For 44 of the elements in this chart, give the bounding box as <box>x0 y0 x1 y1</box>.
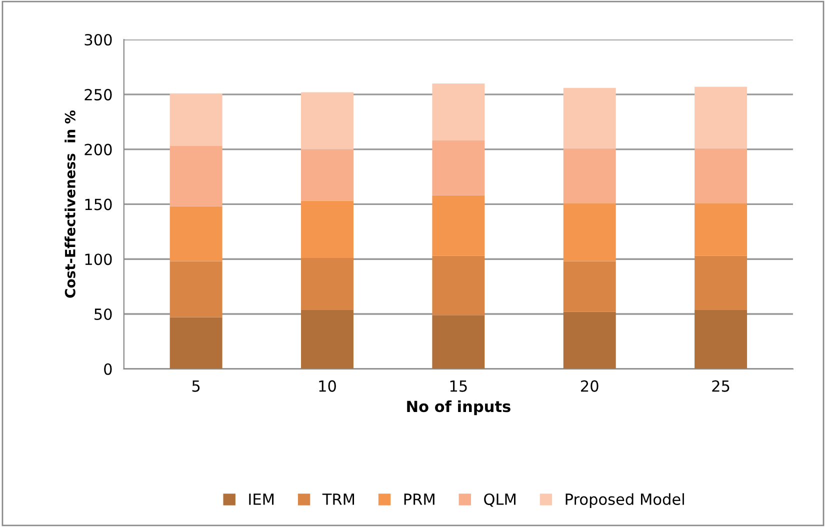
bar <box>432 195 485 256</box>
y-tick-label: 200 <box>84 144 112 156</box>
bar <box>301 258 354 310</box>
bar <box>563 203 616 262</box>
bar <box>170 261 222 318</box>
bar <box>432 140 485 196</box>
x-tick-label: 25 <box>712 380 730 392</box>
x-tick-label: 15 <box>450 380 467 392</box>
bar <box>694 310 748 369</box>
y-axis-title: Cost-Effectiveness in % <box>64 110 76 298</box>
x-axis-title: No of inputs <box>407 400 510 416</box>
x-tick-label: 20 <box>581 380 598 392</box>
bar <box>301 92 354 150</box>
bar <box>301 200 354 258</box>
bar <box>694 256 748 310</box>
y-tick-label: 300 <box>84 34 112 46</box>
bar <box>694 86 748 148</box>
bar <box>432 315 485 369</box>
y-tick-label: 0 <box>104 363 112 375</box>
bar <box>694 148 748 204</box>
bar <box>301 310 354 369</box>
legend-label: IEM <box>249 494 274 505</box>
x-tick-label: 5 <box>192 380 200 392</box>
y-tick-label: 250 <box>84 88 112 100</box>
legend-label: Proposed Model <box>566 493 684 508</box>
bar <box>170 146 222 206</box>
y-tick-label: 100 <box>85 254 112 266</box>
y-tick-label: 150 <box>85 198 112 210</box>
bar <box>432 256 485 316</box>
bar <box>301 149 354 201</box>
bar <box>563 261 616 312</box>
bar <box>170 93 222 146</box>
bar <box>694 203 748 256</box>
legend-label: PRM <box>404 494 434 505</box>
bar <box>563 312 616 369</box>
bar <box>170 206 222 262</box>
bar <box>563 88 616 148</box>
bar <box>170 317 222 369</box>
bar <box>563 148 616 204</box>
bar <box>432 83 485 141</box>
x-tick-label: 10 <box>319 380 336 392</box>
legend-label: TRM <box>322 494 354 505</box>
y-tick-label: 50 <box>94 308 112 320</box>
legend-label: QLM <box>484 493 516 507</box>
